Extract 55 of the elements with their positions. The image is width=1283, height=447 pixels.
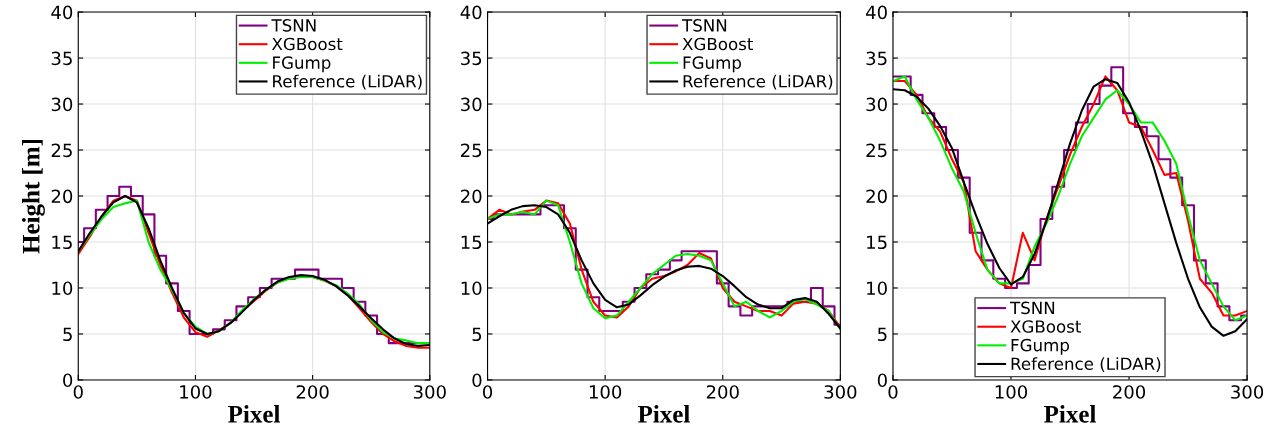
y-tick-label: 20 <box>461 189 482 204</box>
x-tick-label: 200 <box>706 385 739 399</box>
legend-label: TSNN <box>681 19 727 32</box>
x-tick-label: 0 <box>73 385 83 399</box>
legend-label: FGump <box>1011 338 1069 355</box>
x-tick-label: 100 <box>180 385 212 399</box>
x-axis-title: Pixel <box>638 405 690 423</box>
legend-label: FGump <box>683 56 741 73</box>
y-tick-label: 0 <box>63 373 73 388</box>
y-tick-label: 35 <box>866 51 887 66</box>
legend-label: XGBoost <box>1010 320 1081 333</box>
x-tick-label: 0 <box>482 385 493 399</box>
y-tick-label: 0 <box>877 373 887 388</box>
legend-label: Reference (LiDAR) <box>273 74 422 90</box>
x-tick-label: 300 <box>413 385 446 399</box>
y-tick-label: 5 <box>472 327 482 342</box>
x-axis-title: Pixel <box>228 405 280 423</box>
y-tick-label: 25 <box>461 143 482 158</box>
y-tick-label: 30 <box>461 97 482 112</box>
legend-label: Reference (LiDAR) <box>683 74 833 90</box>
x-tick-label: 300 <box>824 385 857 399</box>
legend-label: XGBoost <box>271 37 343 51</box>
y-tick-label: 15 <box>52 235 72 250</box>
y-tick-label: 40 <box>866 5 887 20</box>
legend-label: Reference (LiDAR) <box>1011 357 1161 373</box>
legend-label: TSNN <box>1009 301 1055 315</box>
y-tick-label: 30 <box>866 97 887 112</box>
x-tick-label: 100 <box>589 385 622 399</box>
legend-label: FGump <box>273 56 331 73</box>
y-axis-title: Height [m] <box>22 139 45 254</box>
x-tick-label: 200 <box>1113 385 1146 399</box>
y-tick-label: 20 <box>866 189 887 204</box>
x-axis-title: Pixel <box>1044 405 1096 423</box>
y-tick-label: 40 <box>51 5 73 20</box>
y-tick-label: 5 <box>63 327 72 342</box>
x-tick-label: 0 <box>888 385 898 399</box>
y-tick-label: 40 <box>460 5 482 20</box>
x-tick-label: 300 <box>1231 385 1264 399</box>
y-tick-label: 35 <box>461 51 482 66</box>
y-tick-label: 5 <box>878 327 887 342</box>
y-tick-label: 10 <box>52 281 73 296</box>
x-tick-label: 200 <box>296 385 329 399</box>
x-tick-label: 100 <box>995 385 1028 399</box>
y-tick-label: 25 <box>51 143 72 158</box>
y-tick-label: 10 <box>461 281 482 296</box>
y-tick-label: 10 <box>867 281 887 296</box>
legend-label: TSNN <box>271 19 316 32</box>
legend-label: XGBoost <box>682 37 754 51</box>
y-tick-label: 15 <box>867 235 887 250</box>
y-tick-label: 25 <box>866 143 887 158</box>
y-tick-label: 35 <box>51 51 72 66</box>
y-tick-label: 0 <box>472 373 482 388</box>
y-tick-label: 30 <box>51 97 73 112</box>
y-tick-label: 20 <box>51 189 73 204</box>
y-tick-label: 15 <box>461 235 482 250</box>
